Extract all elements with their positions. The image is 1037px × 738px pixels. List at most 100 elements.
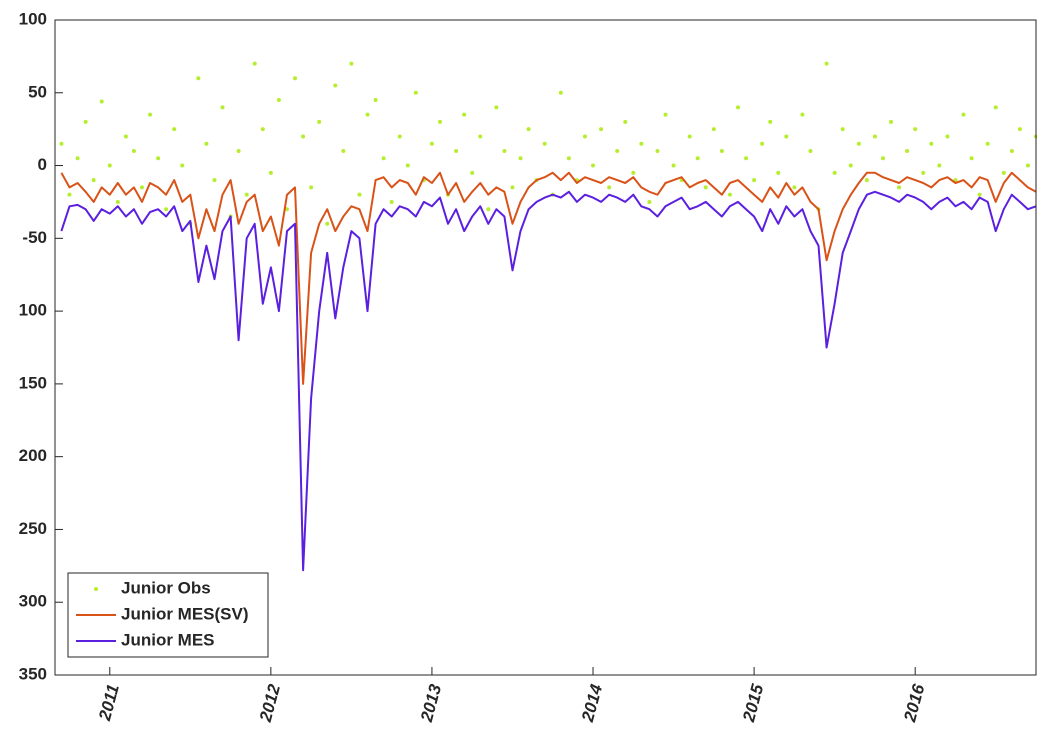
y-tick-label: 150: [19, 373, 47, 392]
y-tick-label: 250: [19, 519, 47, 538]
scatter-point: [115, 199, 120, 204]
scatter-point: [889, 119, 894, 124]
scatter-point: [510, 185, 515, 190]
scatter-point: [518, 156, 523, 161]
scatter-point: [276, 98, 281, 103]
scatter-point: [172, 127, 177, 132]
scatter-point: [880, 156, 885, 161]
scatter-point: [212, 178, 217, 183]
scatter-point: [776, 170, 781, 175]
scatter-point: [164, 207, 169, 212]
x-tick-label: 2011: [95, 682, 123, 723]
scatter-point: [107, 163, 112, 168]
scatter-point: [494, 105, 499, 110]
scatter-point: [977, 192, 982, 197]
scatter-point: [268, 170, 273, 175]
plot-area: [55, 20, 1036, 675]
scatter-point: [639, 141, 644, 146]
scatter-point: [631, 170, 636, 175]
scatter-point: [566, 156, 571, 161]
scatter-point: [123, 134, 128, 139]
scatter-point: [333, 83, 338, 88]
legend-label: Junior MES(SV): [121, 604, 249, 623]
x-tick-label: 2015: [739, 682, 768, 725]
scatter-point: [462, 112, 467, 117]
legend-swatch: [94, 587, 98, 591]
scatter-point: [607, 185, 612, 190]
scatter-point: [824, 61, 829, 66]
scatter-point: [647, 199, 652, 204]
scatter-point: [486, 207, 491, 212]
scatter-point: [1025, 163, 1030, 168]
x-tick-label: 2014: [578, 682, 607, 725]
y-tick-label: 200: [19, 446, 47, 465]
scatter-point: [945, 134, 950, 139]
y-tick-label: 100: [19, 301, 47, 320]
scatter-point: [856, 141, 861, 146]
scatter-point: [478, 134, 483, 139]
scatter-point: [913, 127, 918, 132]
scatter-point: [800, 112, 805, 117]
y-tick-label: -50: [22, 228, 47, 247]
scatter-point: [558, 90, 563, 95]
scatter-point: [695, 156, 700, 161]
scatter-point: [260, 127, 265, 132]
y-tick-label: 350: [19, 664, 47, 683]
x-tick-label: 2013: [417, 682, 446, 725]
scatter-point: [792, 185, 797, 190]
scatter-point: [760, 141, 765, 146]
scatter-point: [75, 156, 80, 161]
scatter-point: [703, 185, 708, 190]
series-line: [60, 171, 1037, 385]
axes-box: [54, 19, 1037, 676]
x-tick-label: 2012: [256, 682, 285, 725]
y-tick-label: 50: [28, 82, 47, 101]
series-line: [60, 190, 1037, 572]
scatter-point: [993, 105, 998, 110]
scatter-point: [341, 149, 346, 153]
scatter-point: [389, 199, 394, 204]
scatter-point: [542, 141, 547, 146]
scatter-point: [365, 112, 370, 117]
scatter-point: [301, 134, 306, 139]
scatter-point: [429, 141, 434, 146]
scatter-point: [236, 149, 241, 153]
scatter-point: [131, 149, 136, 153]
scatter-point: [864, 178, 869, 183]
scatter-point: [582, 134, 587, 139]
scatter-point: [937, 163, 942, 168]
scatter-point: [317, 119, 322, 124]
scatter-point: [83, 119, 88, 124]
scatter-point: [1009, 149, 1014, 153]
scatter-point: [91, 178, 96, 183]
scatter-point: [204, 141, 209, 146]
scatter-point: [591, 163, 596, 168]
scatter-point: [59, 141, 64, 146]
scatter-point: [156, 156, 161, 161]
scatter-point: [309, 185, 314, 190]
scatter-point: [454, 149, 459, 153]
scatter-point: [196, 76, 201, 81]
scatter-point: [961, 112, 966, 117]
scatter-point: [848, 163, 853, 168]
scatter-point: [784, 134, 789, 139]
scatter-point: [413, 90, 418, 95]
scatter-point: [744, 156, 749, 161]
scatter-point: [1017, 127, 1022, 132]
scatter-point: [1001, 170, 1006, 175]
legend-label: Junior Obs: [121, 578, 211, 597]
scatter-point: [405, 163, 410, 168]
scatter-point: [969, 156, 974, 161]
scatter-point: [397, 134, 402, 139]
scatter-point: [985, 141, 990, 146]
scatter-point: [719, 149, 724, 153]
scatter-point: [357, 192, 362, 197]
scatter-point: [929, 141, 934, 146]
x-tick-label: 2016: [900, 682, 929, 725]
scatter-point: [349, 61, 354, 66]
scatter-point: [727, 192, 732, 197]
y-tick-label: 100: [19, 9, 47, 28]
scatter-point: [840, 127, 845, 132]
scatter-point: [293, 76, 298, 81]
